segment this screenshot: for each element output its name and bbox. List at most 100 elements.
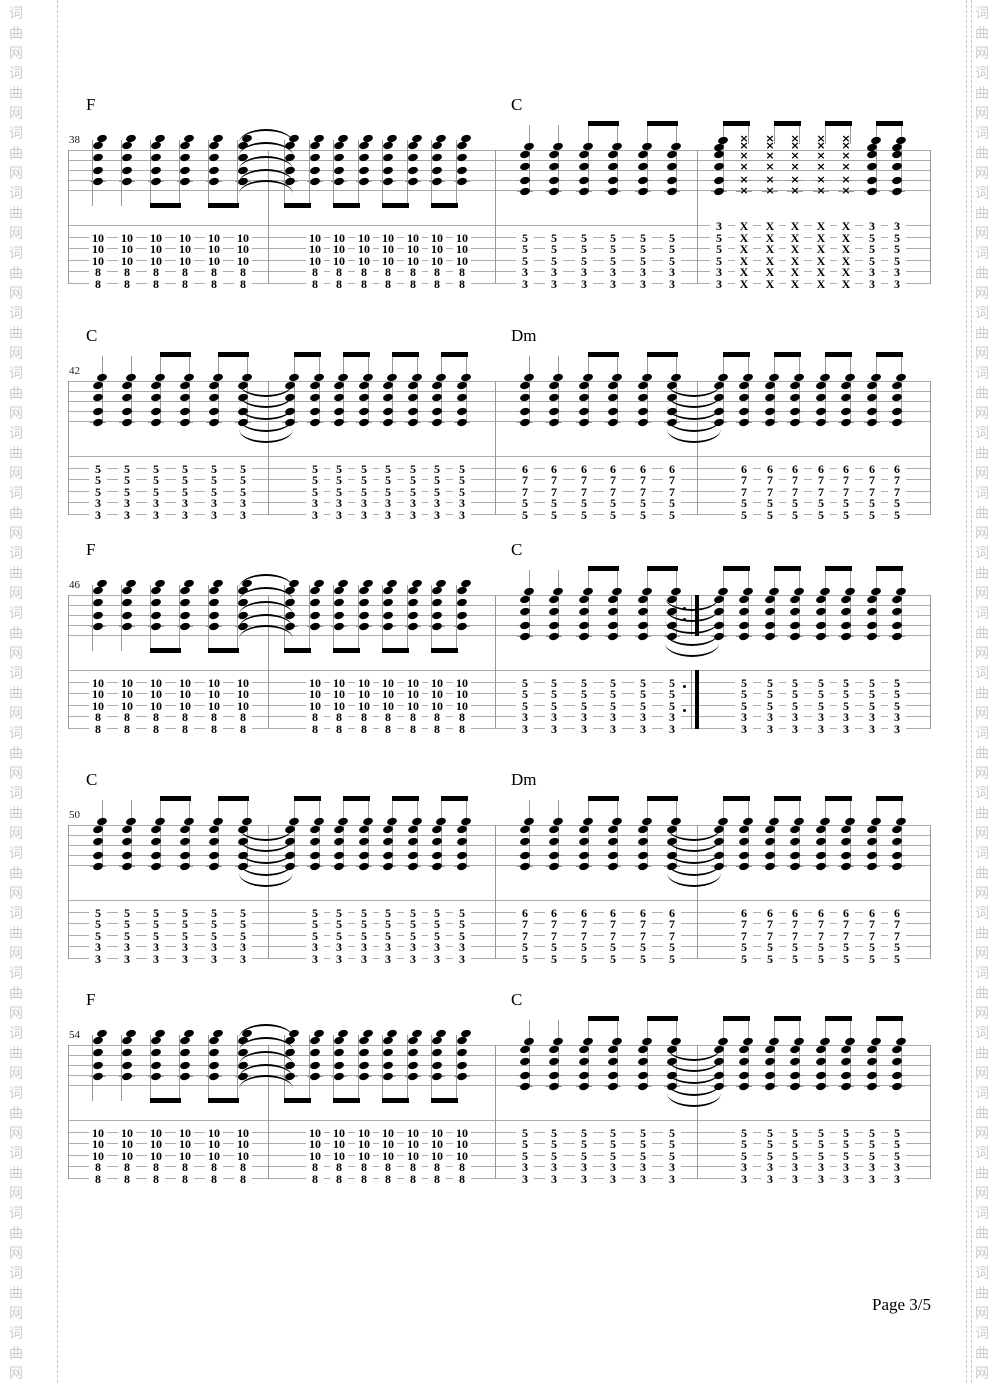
- tab-fret-number: 3: [888, 722, 906, 736]
- tab-fret-number: 7: [761, 473, 779, 487]
- tab-fret-number: 5: [761, 1126, 779, 1140]
- watermark-char: 词: [9, 6, 23, 22]
- beam: [343, 352, 370, 357]
- tab-x-mark: X: [735, 254, 753, 268]
- stem: [407, 140, 408, 206]
- tab-fret-number: 10: [404, 687, 422, 701]
- tab-fret-number: 5: [404, 917, 422, 931]
- barline: [268, 381, 269, 515]
- tab-fret-number: 8: [176, 1172, 194, 1186]
- tab-fret-number: 10: [176, 687, 194, 701]
- tab-fret-number: 5: [545, 952, 563, 966]
- stem: [676, 125, 677, 191]
- tab-fret-number: 3: [863, 710, 881, 724]
- tab-fret-number: 10: [234, 699, 252, 713]
- watermark-char: 词: [975, 306, 989, 322]
- tab-fret-number: 8: [330, 722, 348, 736]
- watermark-char: 网: [975, 526, 989, 542]
- tab-fret-number: 3: [863, 722, 881, 736]
- watermark-char: 曲: [9, 506, 23, 522]
- tab-fret-number: 8: [176, 722, 194, 736]
- tab-fret-number: 7: [888, 917, 906, 931]
- tab-fret-number: 5: [735, 1149, 753, 1163]
- tab-fret-number: 5: [888, 676, 906, 690]
- tab-fret-number: 7: [516, 473, 534, 487]
- watermark-char: 曲: [975, 806, 989, 822]
- tab-fret-number: 3: [147, 496, 165, 510]
- tab-fret-number: 3: [306, 940, 324, 954]
- tab-fret-number: 10: [355, 699, 373, 713]
- notehead: [309, 417, 321, 428]
- notehead: [150, 1060, 162, 1071]
- tab-fret-number: 3: [516, 1160, 534, 1174]
- tab-fret-number: 5: [147, 473, 165, 487]
- tab-fret-number: 7: [575, 473, 593, 487]
- tab-fret-number: 10: [428, 231, 446, 245]
- tab-fret-number: 5: [604, 508, 622, 522]
- tab-x-mark: X: [812, 242, 830, 256]
- tab-fret-number: 8: [306, 722, 324, 736]
- tab-fret-number: 3: [663, 722, 681, 736]
- stem: [309, 585, 310, 651]
- tab-fret-number: 8: [306, 277, 324, 291]
- tab-fret-number: 10: [428, 1137, 446, 1151]
- notehead: [789, 861, 801, 872]
- stem: [208, 585, 209, 651]
- beam: [647, 1016, 678, 1021]
- notehead: [150, 621, 162, 632]
- tab-fret-number: 10: [330, 1149, 348, 1163]
- watermark-char: 曲: [9, 1286, 23, 1302]
- notation-staff-line: [68, 865, 930, 866]
- tab-fret-number: 10: [404, 1149, 422, 1163]
- tab-fret-number: 8: [379, 1172, 397, 1186]
- tab-fret-number: 5: [575, 1149, 593, 1163]
- notehead: [382, 140, 394, 151]
- watermark-char: 网: [975, 586, 989, 602]
- tab-staff-line: [68, 958, 930, 959]
- beam: [382, 648, 409, 653]
- x-notehead: ×: [816, 139, 826, 152]
- notation-staff-line: [68, 595, 930, 596]
- barline: [68, 1045, 69, 1179]
- watermark-char: 曲: [9, 986, 23, 1002]
- tab-fret-number: 5: [575, 952, 593, 966]
- tab-fret-number: 7: [663, 473, 681, 487]
- stem: [319, 356, 320, 422]
- tab-staff-line: [68, 260, 930, 261]
- tab-fret-number: 3: [516, 710, 534, 724]
- tab-fret-number: 5: [634, 687, 652, 701]
- tab-fret-number: 10: [147, 676, 165, 690]
- tab-fret-number: 5: [812, 940, 830, 954]
- tab-x-mark: X: [786, 242, 804, 256]
- beam: [294, 796, 321, 801]
- stem: [529, 125, 530, 191]
- repeat-barline-thin: [691, 670, 692, 729]
- barline: [268, 1045, 269, 1179]
- notehead: [150, 585, 162, 596]
- tie-arc: [239, 614, 293, 628]
- tab-fret-number: 7: [786, 485, 804, 499]
- tab-fret-number: 3: [575, 1172, 593, 1186]
- watermark-char: 曲: [9, 806, 23, 822]
- tab-fret-number: 10: [147, 231, 165, 245]
- tab-fret-number: 5: [176, 906, 194, 920]
- tab-x-mark: X: [735, 265, 753, 279]
- notehead: [431, 140, 443, 151]
- watermark-char: 曲: [9, 266, 23, 282]
- stem: [647, 356, 648, 422]
- tab-fret-number: 10: [234, 1149, 252, 1163]
- notehead: [815, 861, 827, 872]
- tab-fret-number: 10: [453, 699, 471, 713]
- notehead: [333, 621, 345, 632]
- stem: [748, 1020, 749, 1086]
- tab-fret-number: 8: [355, 277, 373, 291]
- tab-fret-number: 10: [118, 687, 136, 701]
- tab-fret-number: 3: [735, 1160, 753, 1174]
- notehead: [92, 176, 104, 187]
- tab-fret-number: 5: [205, 906, 223, 920]
- barline: [68, 825, 69, 959]
- tab-fret-number: 8: [234, 722, 252, 736]
- tie-arc: [665, 643, 719, 657]
- notehead: [150, 140, 162, 151]
- notehead: [519, 1081, 531, 1092]
